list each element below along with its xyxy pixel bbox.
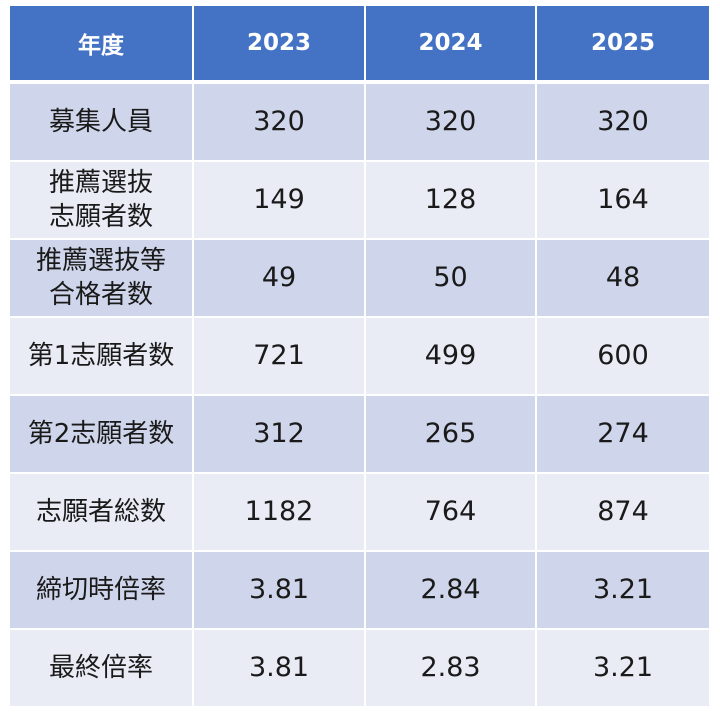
table-cell: 312 xyxy=(194,396,366,474)
row-label-line: 最終倍率 xyxy=(48,653,153,683)
table-cell: 2.84 xyxy=(366,552,537,630)
row-label: 最終倍率 xyxy=(10,630,194,706)
table-cell: 721 xyxy=(194,318,366,396)
table-cell: 48 xyxy=(537,240,709,318)
table-cell: 874 xyxy=(537,474,709,552)
row-label: 推薦選抜 志願者数 xyxy=(10,162,194,240)
table-cell: 600 xyxy=(537,318,709,396)
table-cell: 764 xyxy=(366,474,537,552)
table-row: 締切時倍率 3.81 2.84 3.21 xyxy=(10,552,709,630)
table-cell: 164 xyxy=(537,162,709,240)
table-cell: 320 xyxy=(537,84,709,162)
row-label-line: 推薦選抜等 xyxy=(35,246,166,276)
row-label-line: 締切時倍率 xyxy=(35,575,166,605)
table-cell: 49 xyxy=(194,240,366,318)
table-row: 第1志願者数 721 499 600 xyxy=(10,318,709,396)
header-year-label: 年度 xyxy=(10,6,194,84)
table-cell: 149 xyxy=(194,162,366,240)
row-label-line: 推薦選抜 xyxy=(48,168,153,198)
table-row: 推薦選抜等合格者数 49 50 48 xyxy=(10,240,709,318)
row-label: 第1志願者数 xyxy=(10,318,194,396)
row-label: 募集人員 xyxy=(10,84,194,162)
table-cell: 1182 xyxy=(194,474,366,552)
table-cell: 50 xyxy=(366,240,537,318)
table-cell: 320 xyxy=(366,84,537,162)
table-cell: 265 xyxy=(366,396,537,474)
table-row: 最終倍率 3.81 2.83 3.21 xyxy=(10,630,709,706)
admission-table-container: 年度 2023 2024 2025 募集人員 320 320 320 推薦選抜志… xyxy=(10,6,709,706)
table-cell: 320 xyxy=(194,84,366,162)
header-year-2023: 2023 xyxy=(194,6,366,84)
table-cell: 3.21 xyxy=(537,552,709,630)
row-label: 推薦選抜等 合格者数 xyxy=(10,240,194,318)
row-label: 締切時倍率 xyxy=(10,552,194,630)
table-row: 第2志願者数 312 265 274 xyxy=(10,396,709,474)
row-label: 志願者総数 xyxy=(10,474,194,552)
table-cell: 3.81 xyxy=(194,552,366,630)
row-label-line: 志願者数 xyxy=(48,202,153,232)
table-cell: 3.81 xyxy=(194,630,366,706)
table-row: 志願者総数 1182 764 874 xyxy=(10,474,709,552)
row-label-line: 合格者数 xyxy=(48,280,153,310)
row-label-line: 第1志願者数 xyxy=(27,341,175,371)
table-cell: 2.83 xyxy=(366,630,537,706)
row-label: 第2志願者数 xyxy=(10,396,194,474)
header-year-2024: 2024 xyxy=(366,6,537,84)
header-year-2025: 2025 xyxy=(537,6,709,84)
row-label-line: 志願者総数 xyxy=(35,497,166,527)
table-header-row: 年度 2023 2024 2025 xyxy=(10,6,709,84)
row-label-line: 募集人員 xyxy=(48,107,153,137)
table-cell: 274 xyxy=(537,396,709,474)
table-row: 募集人員 320 320 320 xyxy=(10,84,709,162)
table-cell: 499 xyxy=(366,318,537,396)
table-row: 推薦選抜志願者数 149 128 164 xyxy=(10,162,709,240)
table-cell: 128 xyxy=(366,162,537,240)
row-label-line: 第2志願者数 xyxy=(27,419,175,449)
table-cell: 3.21 xyxy=(537,630,709,706)
admission-stats-table: 年度 2023 2024 2025 募集人員 320 320 320 推薦選抜志… xyxy=(10,6,709,706)
